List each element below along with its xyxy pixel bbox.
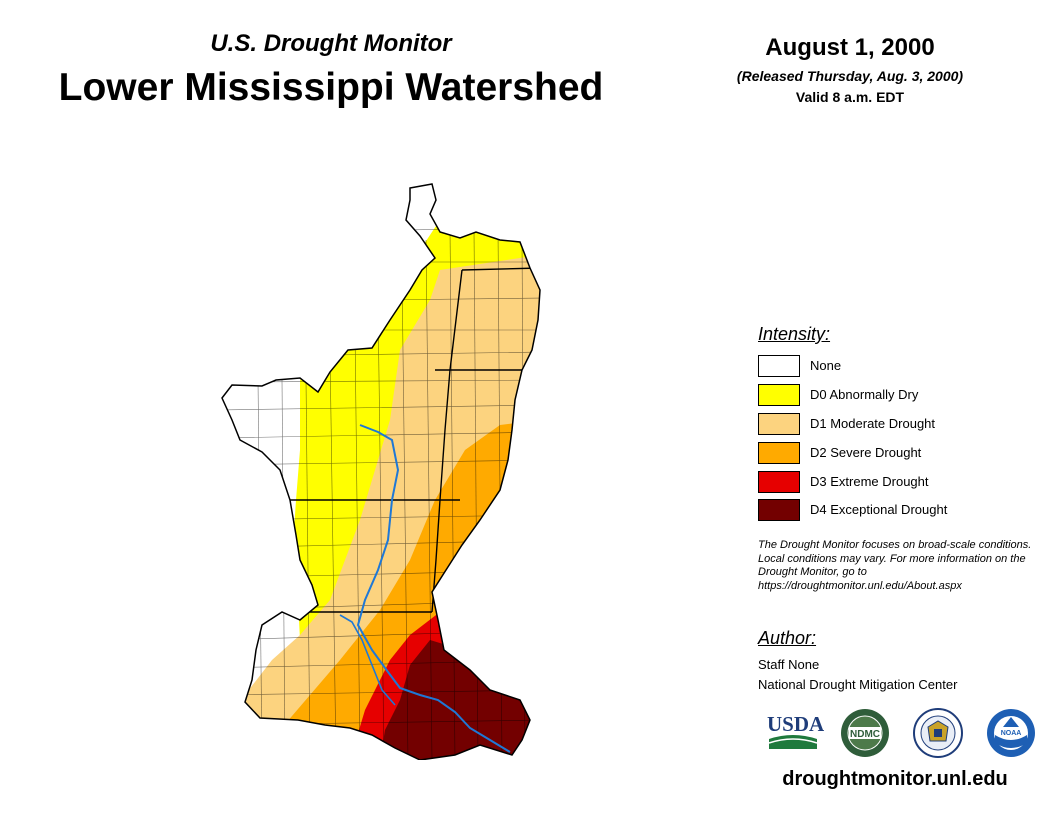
disclaimer-note: The Drought Monitor focuses on broad-sca… (758, 539, 1032, 592)
svg-text:NOAA: NOAA (1001, 730, 1022, 737)
legend-swatch (758, 413, 800, 435)
noaa-logo: NOAA (987, 709, 1035, 757)
legend-label: D1 Moderate Drought (810, 416, 936, 431)
legend-heading: Intensity: (758, 324, 831, 344)
legend-swatch (758, 442, 800, 464)
legend-label: D2 Severe Drought (810, 445, 922, 460)
legend-label: D0 Abnormally Dry (810, 387, 919, 402)
legend-swatch (758, 355, 800, 377)
usda-logo: USDA (767, 712, 825, 749)
legend-swatch (758, 471, 800, 493)
website-url: droughtmonitor.unl.edu (782, 768, 1008, 790)
legend-swatch (758, 384, 800, 406)
agency-logos: USDA NDMC NOAA (767, 708, 1035, 758)
svg-text:NDMC: NDMC (850, 729, 880, 740)
map-date: August 1, 2000 (765, 34, 935, 61)
atchafalaya-river (339, 614, 396, 706)
legend-swatch (758, 499, 800, 521)
author-name: Staff None (758, 657, 820, 672)
drought-map (221, 183, 541, 760)
svg-text:USDA: USDA (767, 712, 825, 736)
legend-label: None (810, 358, 842, 373)
map-subtitle: U.S. Drought Monitor (210, 30, 452, 57)
valid-time: Valid 8 a.m. EDT (795, 89, 905, 105)
author-org: National Drought Mitigation Center (758, 677, 958, 692)
commerce-seal (913, 708, 963, 758)
legend-label: D4 Exceptional Drought (810, 502, 948, 517)
release-date: (Released Thursday, Aug. 3, 2000) (736, 68, 964, 84)
map-title: Lower Mississippi Watershed (58, 66, 604, 109)
legend-label: D3 Extreme Drought (810, 474, 929, 489)
author-heading: Author: (758, 628, 817, 648)
ndmc-logo: NDMC (841, 709, 889, 757)
mississippi-river (356, 424, 511, 753)
